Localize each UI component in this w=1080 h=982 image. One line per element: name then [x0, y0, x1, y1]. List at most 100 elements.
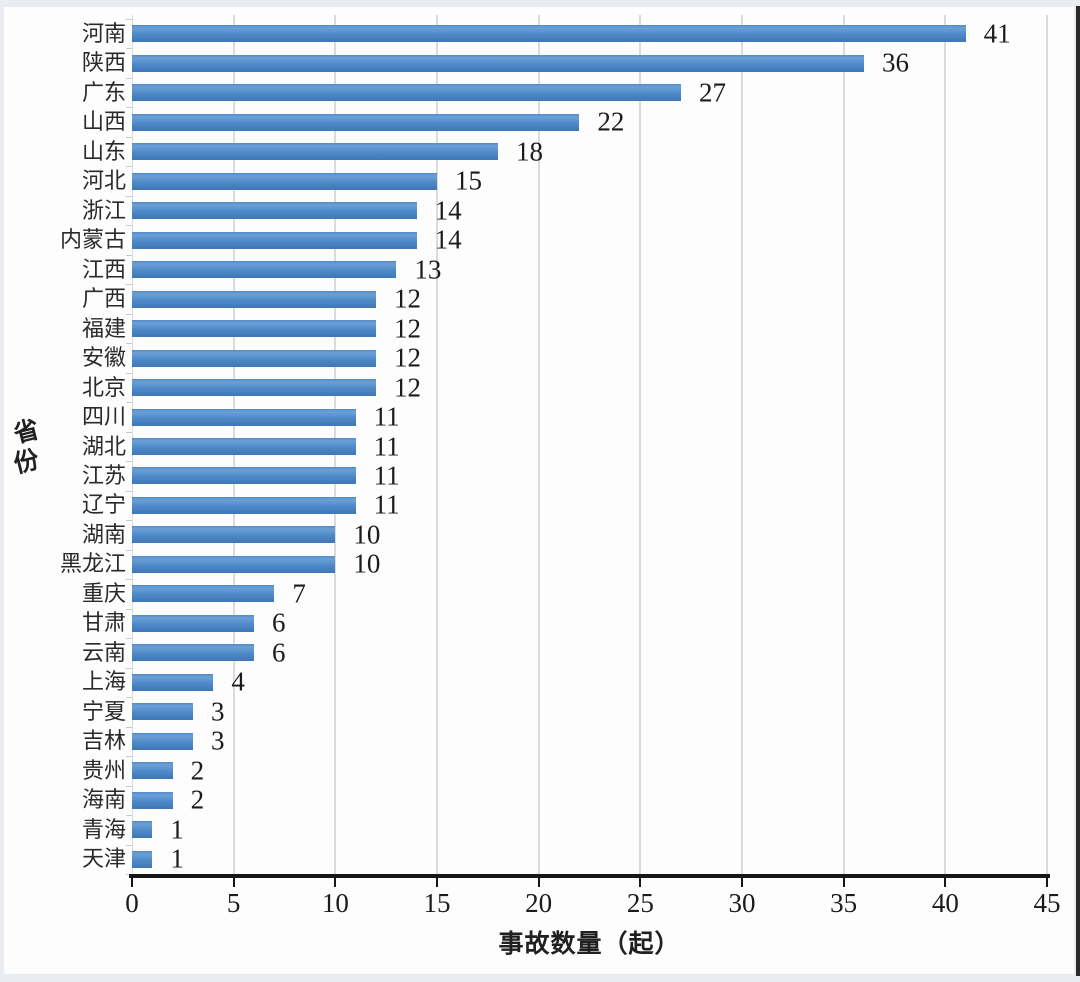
category-tick — [126, 402, 132, 404]
category-label: 甘肃 — [81, 610, 126, 636]
bar — [132, 143, 498, 161]
category-label: 上海 — [81, 669, 126, 695]
x-axis-tick — [436, 878, 438, 887]
bar — [132, 555, 336, 573]
bar — [132, 585, 275, 603]
x-axis-tick-label: 45 — [1033, 888, 1061, 918]
x-axis-tick — [537, 878, 540, 887]
data-label: 12 — [394, 372, 421, 403]
bar — [132, 408, 356, 426]
gridline — [436, 15, 438, 874]
bar — [132, 732, 193, 750]
x-axis-tick — [944, 878, 947, 887]
category-label: 内蒙古 — [59, 227, 126, 253]
bar — [132, 526, 336, 544]
screenshot-right-edge — [1076, 6, 1080, 976]
bar — [132, 349, 376, 367]
category-tick — [126, 284, 132, 286]
category-label: 河南 — [81, 20, 126, 46]
category-tick — [126, 343, 132, 345]
category-tick — [126, 19, 132, 20]
category-tick — [126, 844, 132, 846]
data-label: 11 — [373, 489, 400, 520]
category-label: 青海 — [81, 816, 126, 842]
bar — [132, 438, 356, 455]
category-tick — [126, 48, 132, 50]
data-label: 12 — [394, 283, 421, 314]
data-label: 13 — [414, 254, 442, 285]
x-axis-tick-label: 20 — [525, 888, 553, 918]
data-label: 41 — [983, 18, 1011, 49]
category-tick — [126, 372, 132, 374]
data-label: 22 — [597, 106, 625, 137]
category-label: 江苏 — [81, 462, 126, 488]
category-label: 重庆 — [81, 580, 126, 606]
bar — [132, 496, 356, 514]
x-axis-tick-label: 40 — [931, 888, 959, 918]
data-label: 15 — [455, 165, 482, 196]
category-label: 山西 — [81, 109, 126, 135]
data-label: 6 — [272, 637, 286, 668]
gridline — [1046, 15, 1048, 874]
bar — [132, 850, 153, 868]
category-label: 广西 — [81, 286, 126, 312]
data-label: 11 — [373, 431, 400, 461]
y-axis-title-char: 份 — [10, 444, 43, 479]
data-label: 10 — [353, 548, 381, 579]
bar — [132, 762, 173, 780]
plot-area: 41 36 27 22 18 15 14 14 13 12 12 12 12 11 11 11 11 10 10 7 6… — [132, 15, 1048, 874]
category-tick — [126, 490, 132, 492]
gridline — [842, 15, 845, 874]
x-axis-tick-label: 25 — [626, 888, 654, 918]
category-label: 福建 — [81, 315, 126, 341]
data-label: 3 — [211, 696, 225, 727]
category-tick — [126, 431, 132, 433]
x-axis-tick-label: 15 — [423, 888, 451, 918]
bar — [132, 467, 356, 485]
bar — [132, 703, 193, 721]
x-axis-tick — [1046, 878, 1048, 887]
x-axis-tick-label: 10 — [321, 888, 349, 918]
data-label: 27 — [699, 77, 726, 108]
x-axis-tick — [639, 878, 642, 887]
x-axis-tick-label: 30 — [728, 888, 756, 918]
category-tick — [126, 726, 132, 728]
category-tick — [126, 107, 132, 109]
x-axis-tick-label: 35 — [830, 888, 858, 918]
category-label: 贵州 — [81, 757, 126, 783]
bar — [132, 25, 966, 43]
category-tick — [126, 549, 132, 551]
category-label: 海南 — [81, 787, 126, 813]
bar — [132, 290, 376, 308]
category-label: 吉林 — [81, 728, 126, 754]
category-tick — [126, 136, 132, 138]
bar — [132, 673, 214, 691]
data-label: 2 — [190, 784, 205, 815]
data-label: 4 — [231, 666, 245, 697]
category-label: 河北 — [81, 168, 126, 194]
category-tick — [126, 313, 132, 315]
bar — [132, 644, 254, 662]
category-tick — [126, 520, 132, 522]
category-label: 安徽 — [81, 345, 126, 371]
bar — [132, 172, 437, 190]
data-label: 7 — [292, 578, 306, 609]
x-axis-title: 事故数量（起） — [498, 930, 681, 958]
category-tick — [126, 697, 132, 699]
bar — [132, 320, 376, 338]
category-label: 宁夏 — [81, 698, 126, 724]
category-label: 北京 — [81, 374, 126, 400]
category-tick — [126, 166, 132, 168]
category-label: 山东 — [81, 138, 126, 164]
data-label: 2 — [190, 755, 205, 786]
data-label: 36 — [882, 47, 909, 78]
data-label: 18 — [516, 136, 543, 167]
category-label: 天津 — [81, 846, 126, 872]
category-tick — [126, 579, 132, 581]
bar — [132, 54, 864, 72]
data-label: 12 — [394, 342, 421, 373]
category-label: 黑龙江 — [59, 551, 126, 577]
category-label: 辽宁 — [81, 492, 126, 518]
category-label: 四川 — [81, 404, 126, 430]
